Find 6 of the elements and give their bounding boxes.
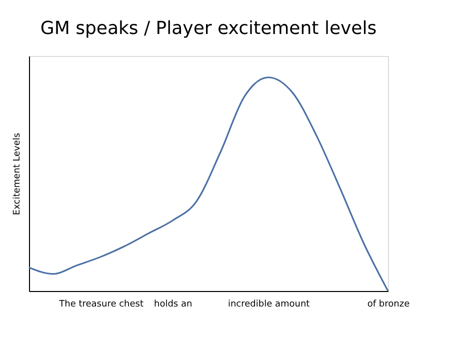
y-axis-title: Excitement Levels (12, 132, 22, 216)
chart-title: GM speaks / Player excitement levels (40, 18, 377, 39)
x-tick-label: The treasure chest (58, 300, 144, 310)
x-tick-label: incredible amount (228, 300, 310, 310)
x-tick-label: holds an (154, 300, 192, 310)
x-tick-label: of bronze (367, 300, 410, 310)
